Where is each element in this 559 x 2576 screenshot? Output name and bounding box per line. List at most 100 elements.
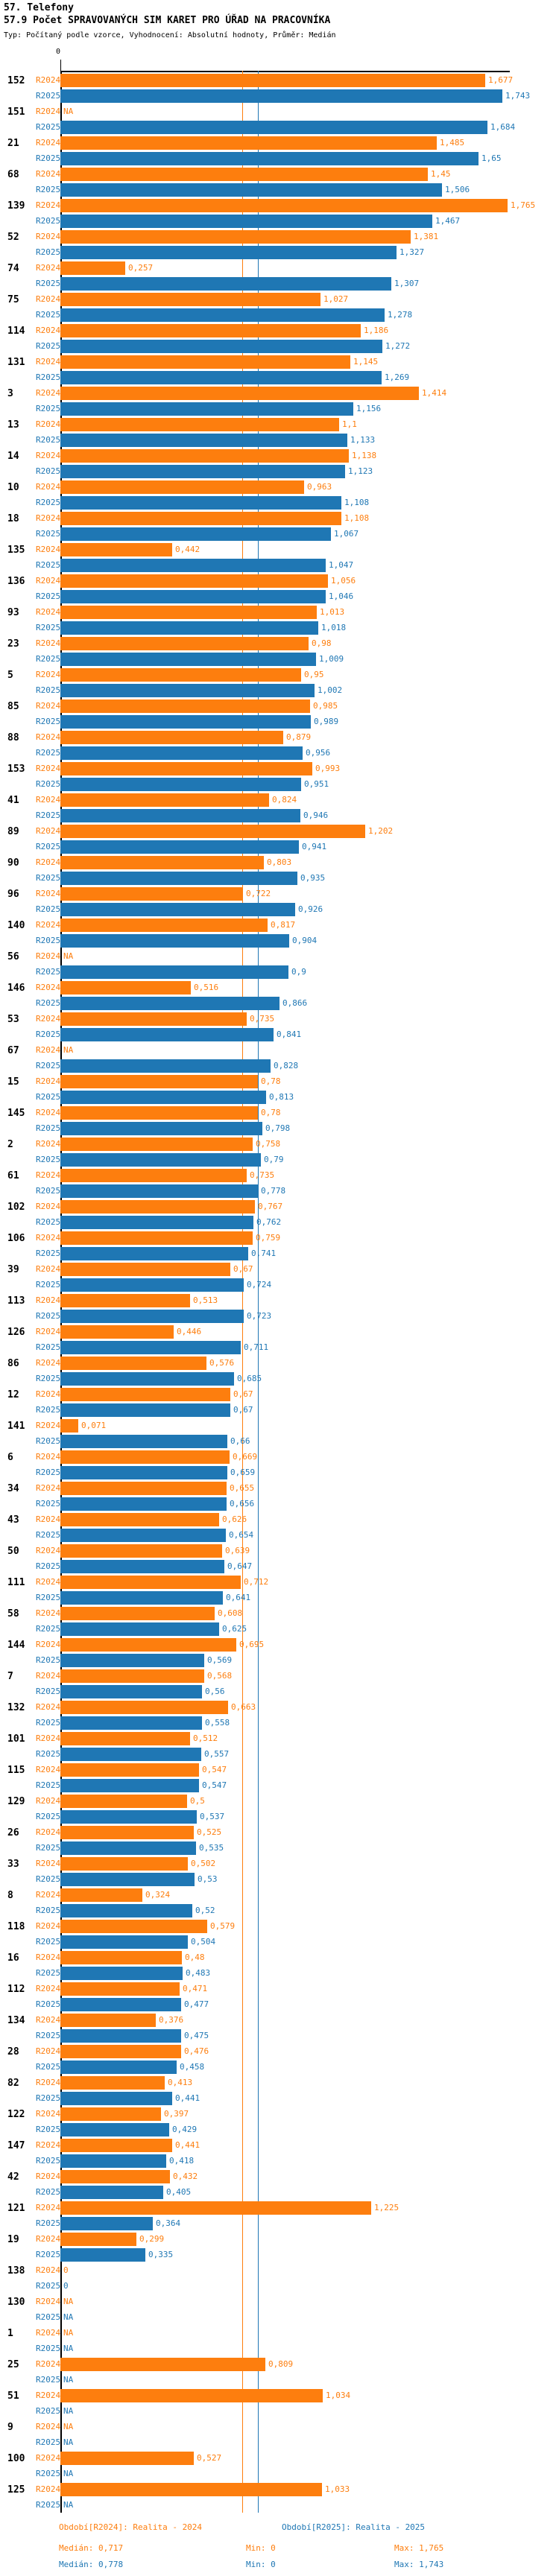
- value-label: 0,866: [282, 998, 308, 1008]
- series-label: R2024: [36, 1421, 61, 1430]
- value-label: 0,828: [274, 1061, 299, 1070]
- bar-row-r2024: R2024 0,759: [0, 1231, 559, 1245]
- value-label: 0,429: [172, 2125, 198, 2134]
- value-label: 0,695: [239, 1640, 265, 1649]
- row-id: 3: [7, 388, 13, 399]
- chart-row-group: 39 R2024 0,67 R2025 0,724: [0, 1263, 559, 1294]
- chart-row-group: 106 R2024 0,759 R2025 0,741: [0, 1231, 559, 1263]
- series-label: R2024: [36, 1389, 61, 1399]
- bar-r2025: [60, 152, 479, 165]
- series-label: R2025: [36, 1249, 61, 1258]
- chart-row-group: 7 R2024 0,568 R2025 0,56: [0, 1669, 559, 1701]
- value-label: 0,711: [244, 1342, 269, 1352]
- value-label: 0,324: [145, 1890, 171, 1900]
- value-label: 1,381: [414, 232, 439, 241]
- bar-r2025: [60, 934, 289, 948]
- bar-row-r2025: R2025 1,307: [0, 277, 559, 291]
- value-label: 0,66: [230, 1436, 250, 1446]
- bar-row-r2024: R2024 0,516: [0, 981, 559, 994]
- series-label: R2024: [36, 1452, 61, 1462]
- row-id: 1: [7, 2328, 13, 2339]
- series-label: R2025: [36, 2406, 61, 2416]
- value-label: 0,722: [246, 889, 271, 898]
- bar-r2025: [60, 809, 300, 822]
- value-label: 0,813: [269, 1092, 294, 1102]
- series-label: R2025: [36, 810, 61, 820]
- row-id: 16: [7, 1952, 19, 1964]
- series-label: R2025: [36, 2125, 61, 2134]
- chart-row-group: 101 R2024 0,512 R2025 0,557: [0, 1732, 559, 1763]
- bar-row-r2024: R2024 0,655: [0, 1482, 559, 1495]
- bar-r2024: [60, 1669, 204, 1683]
- bar-row-r2024: R2024 0,257: [0, 261, 559, 275]
- bar-row-r2024: R2024 0,324: [0, 1888, 559, 1902]
- row-id: 15: [7, 1076, 19, 1088]
- bar-r2025: [60, 1967, 183, 1980]
- bar-row-r2024: R2024 1,765: [0, 199, 559, 212]
- bar-row-r2024: R2024 0,95: [0, 668, 559, 682]
- bar-r2025: [60, 1529, 226, 1542]
- value-label: 1,145: [353, 357, 379, 367]
- bar-r2024: [60, 1826, 194, 1839]
- value-label: 1,202: [368, 826, 394, 836]
- bar-r2024: [60, 1701, 228, 1714]
- bar-r2024: [60, 168, 428, 181]
- chart-row-group: 9 R2024 NA R2025 NA: [0, 2420, 559, 2452]
- bar-row-r2025: R2025 1,278: [0, 308, 559, 322]
- bar-row-r2025: R2025 NA: [0, 2467, 559, 2481]
- value-label: 0,841: [277, 1030, 302, 1039]
- bar-row-r2024: R2024 0,525: [0, 1826, 559, 1839]
- y-axis-line: [60, 71, 62, 2513]
- value-label: 1,033: [325, 2484, 350, 2494]
- chart-row-group: 74 R2024 0,257 R2025 1,307: [0, 261, 559, 293]
- chart-row-group: 136 R2024 1,056 R2025 1,046: [0, 574, 559, 606]
- bar-row-r2025: R2025 0,956: [0, 746, 559, 760]
- series-label: R2024: [36, 357, 61, 367]
- row-id: 26: [7, 1827, 19, 1839]
- series-label: R2024: [36, 1483, 61, 1493]
- bar-row-r2025: R2025 0,625: [0, 1622, 559, 1636]
- bar-r2025: [60, 2092, 172, 2105]
- bar-r2024: [60, 1419, 78, 1433]
- bar-r2024: [60, 136, 437, 150]
- bar-row-r2025: R2025 0,557: [0, 1748, 559, 1761]
- value-label: 0,625: [222, 1624, 247, 1634]
- series-label: R2025: [36, 967, 61, 977]
- bar-row-r2025: R2025 0,67: [0, 1403, 559, 1417]
- series-label: R2025: [36, 1311, 61, 1321]
- series-label: R2024: [36, 1014, 61, 1024]
- value-label: 0,723: [247, 1311, 272, 1321]
- chart-title: 57.9 Počet SPRAVOVANÝCH SIM KARET PRO ÚŘ…: [4, 15, 331, 26]
- row-id: 147: [7, 2140, 25, 2151]
- chart-row-group: 113 R2024 0,513 R2025 0,723: [0, 1294, 559, 1325]
- value-label: 1,272: [385, 341, 411, 351]
- value-label: 0,656: [230, 1499, 255, 1509]
- bar-row-r2025: R2025 0,762: [0, 1216, 559, 1229]
- value-label: 0,904: [292, 936, 318, 945]
- row-id: 141: [7, 1421, 25, 1432]
- chart-row-group: 12 R2024 0,67 R2025 0,67: [0, 1388, 559, 1419]
- value-label: 1,186: [364, 326, 389, 335]
- series-label: R2025: [36, 591, 61, 601]
- bar-row-r2025: R2025 0,813: [0, 1091, 559, 1104]
- chart-row-group: 89 R2024 1,202 R2025 0,941: [0, 825, 559, 856]
- bar-r2024: [60, 1138, 253, 1151]
- bar-r2025: [60, 1560, 224, 1573]
- bar-row-r2024: R2024 0,722: [0, 887, 559, 901]
- value-label: 1,65: [481, 153, 502, 163]
- series-label: R2024: [36, 1765, 61, 1774]
- bar-row-r2024: R2024 0,639: [0, 1544, 559, 1558]
- series-label: R2025: [36, 2250, 61, 2259]
- series-label: R2024: [36, 1827, 61, 1837]
- value-label: 0,724: [247, 1280, 272, 1289]
- bar-r2024: [60, 449, 349, 463]
- value-label: 0,941: [302, 842, 327, 851]
- row-id: 153: [7, 764, 25, 775]
- bar-row-r2025: R2025 0,724: [0, 1278, 559, 1292]
- value-label: 0,9: [291, 967, 306, 977]
- bar-r2024: [60, 1169, 247, 1182]
- value-label: 0,376: [159, 2015, 184, 2025]
- value-label: 0,418: [169, 2156, 195, 2166]
- bar-r2025: [60, 1685, 202, 1698]
- bar-r2025: [60, 527, 331, 541]
